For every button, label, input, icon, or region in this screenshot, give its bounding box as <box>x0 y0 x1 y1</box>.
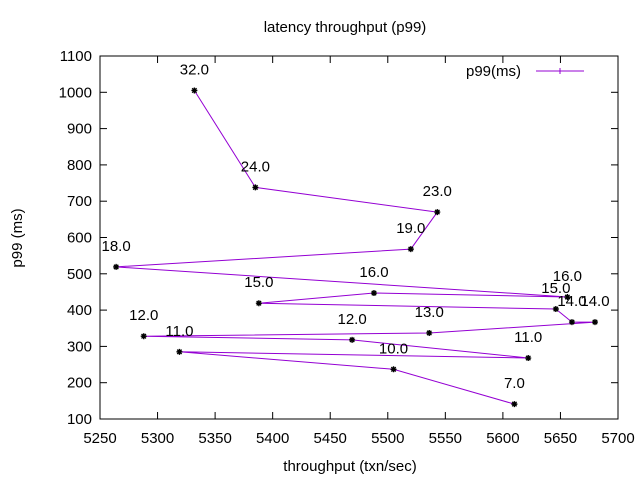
x-tick-label: 5350 <box>198 430 231 447</box>
data-point <box>140 333 147 340</box>
y-tick-label: 100 <box>67 411 92 428</box>
data-point-label: 11.0 <box>165 323 193 340</box>
x-axis-label: throughput (txn/sec) <box>283 458 416 475</box>
data-point-label: 16.0 <box>359 264 388 281</box>
y-tick-label: 1000 <box>59 84 92 101</box>
y-tick-label: 900 <box>67 121 92 138</box>
data-point <box>176 348 183 355</box>
y-tick-label: 1100 <box>60 48 92 65</box>
legend: p99(ms) <box>466 63 584 80</box>
legend-label: p99(ms) <box>466 63 521 80</box>
data-point <box>191 87 198 94</box>
data-point <box>564 294 571 301</box>
data-point-label: 15.0 <box>244 274 273 291</box>
data-point <box>370 290 377 297</box>
data-point-label: 12.0 <box>337 311 366 328</box>
series-line <box>116 90 596 405</box>
data-point-label: 10.0 <box>379 340 408 357</box>
data-point <box>511 401 518 408</box>
data-point-label: 12.0 <box>129 307 158 324</box>
x-tick-label: 5600 <box>486 430 519 447</box>
y-tick-label: 400 <box>67 302 92 319</box>
chart-title: latency throughput (p99) <box>264 19 427 36</box>
y-axis: 100 200 300 400 500 600 700 800 900 1000 1100 <box>59 48 618 428</box>
data-point-label: 14.0 <box>580 293 609 310</box>
data-point-label: 15.0 <box>541 280 570 297</box>
data-point-label: 19.0 <box>396 220 425 237</box>
data-point-label: 11.0 <box>514 329 542 346</box>
plot-frame <box>99 55 619 420</box>
series-layer: 32.024.023.019.018.016.016.015.0 15.014.0… <box>102 61 610 408</box>
y-tick-label: 600 <box>67 230 92 247</box>
x-tick-label: 5550 <box>429 430 462 447</box>
y-axis-label: p99 (ms) <box>9 208 26 267</box>
y-tick-label: 200 <box>67 375 92 392</box>
data-point-label: 7.0 <box>504 375 525 392</box>
data-point <box>591 319 598 326</box>
y-tick-label: 500 <box>67 266 92 283</box>
data-point <box>252 184 259 191</box>
data-point <box>407 246 414 253</box>
data-point <box>525 355 532 362</box>
x-tick-label: 5450 <box>314 430 347 447</box>
data-point <box>426 329 433 336</box>
data-point <box>349 336 356 343</box>
x-tick-label: 5650 <box>544 430 577 447</box>
data-point-label: 23.0 <box>423 183 452 200</box>
data-point <box>390 366 397 373</box>
data-point-label: 13.0 <box>415 304 444 321</box>
legend-marker <box>557 68 563 74</box>
data-point-label: 18.0 <box>102 238 131 255</box>
data-point <box>552 306 559 313</box>
data-point-label: 32.0 <box>180 61 209 78</box>
x-tick-label: 5700 <box>601 430 634 447</box>
data-point-label: 24.0 <box>241 158 270 175</box>
x-axis: 5250 5300 5350 5400 5450 5500 5550 5600 5650 5700 <box>83 56 635 447</box>
x-tick-label: 5500 <box>371 430 404 447</box>
data-point <box>434 209 441 216</box>
data-point <box>113 263 120 270</box>
y-tick-label: 300 <box>67 338 92 355</box>
data-point-label: 16.0 <box>553 268 582 285</box>
x-tick-label: 5250 <box>83 430 116 447</box>
data-point <box>568 319 575 326</box>
x-tick-label: 5300 <box>141 430 174 447</box>
y-tick-label: 800 <box>67 157 92 174</box>
x-tick-label: 5400 <box>256 430 289 447</box>
data-point-label: 14.0 <box>557 293 586 310</box>
data-point <box>255 300 262 307</box>
y-tick-label: 700 <box>67 193 92 210</box>
